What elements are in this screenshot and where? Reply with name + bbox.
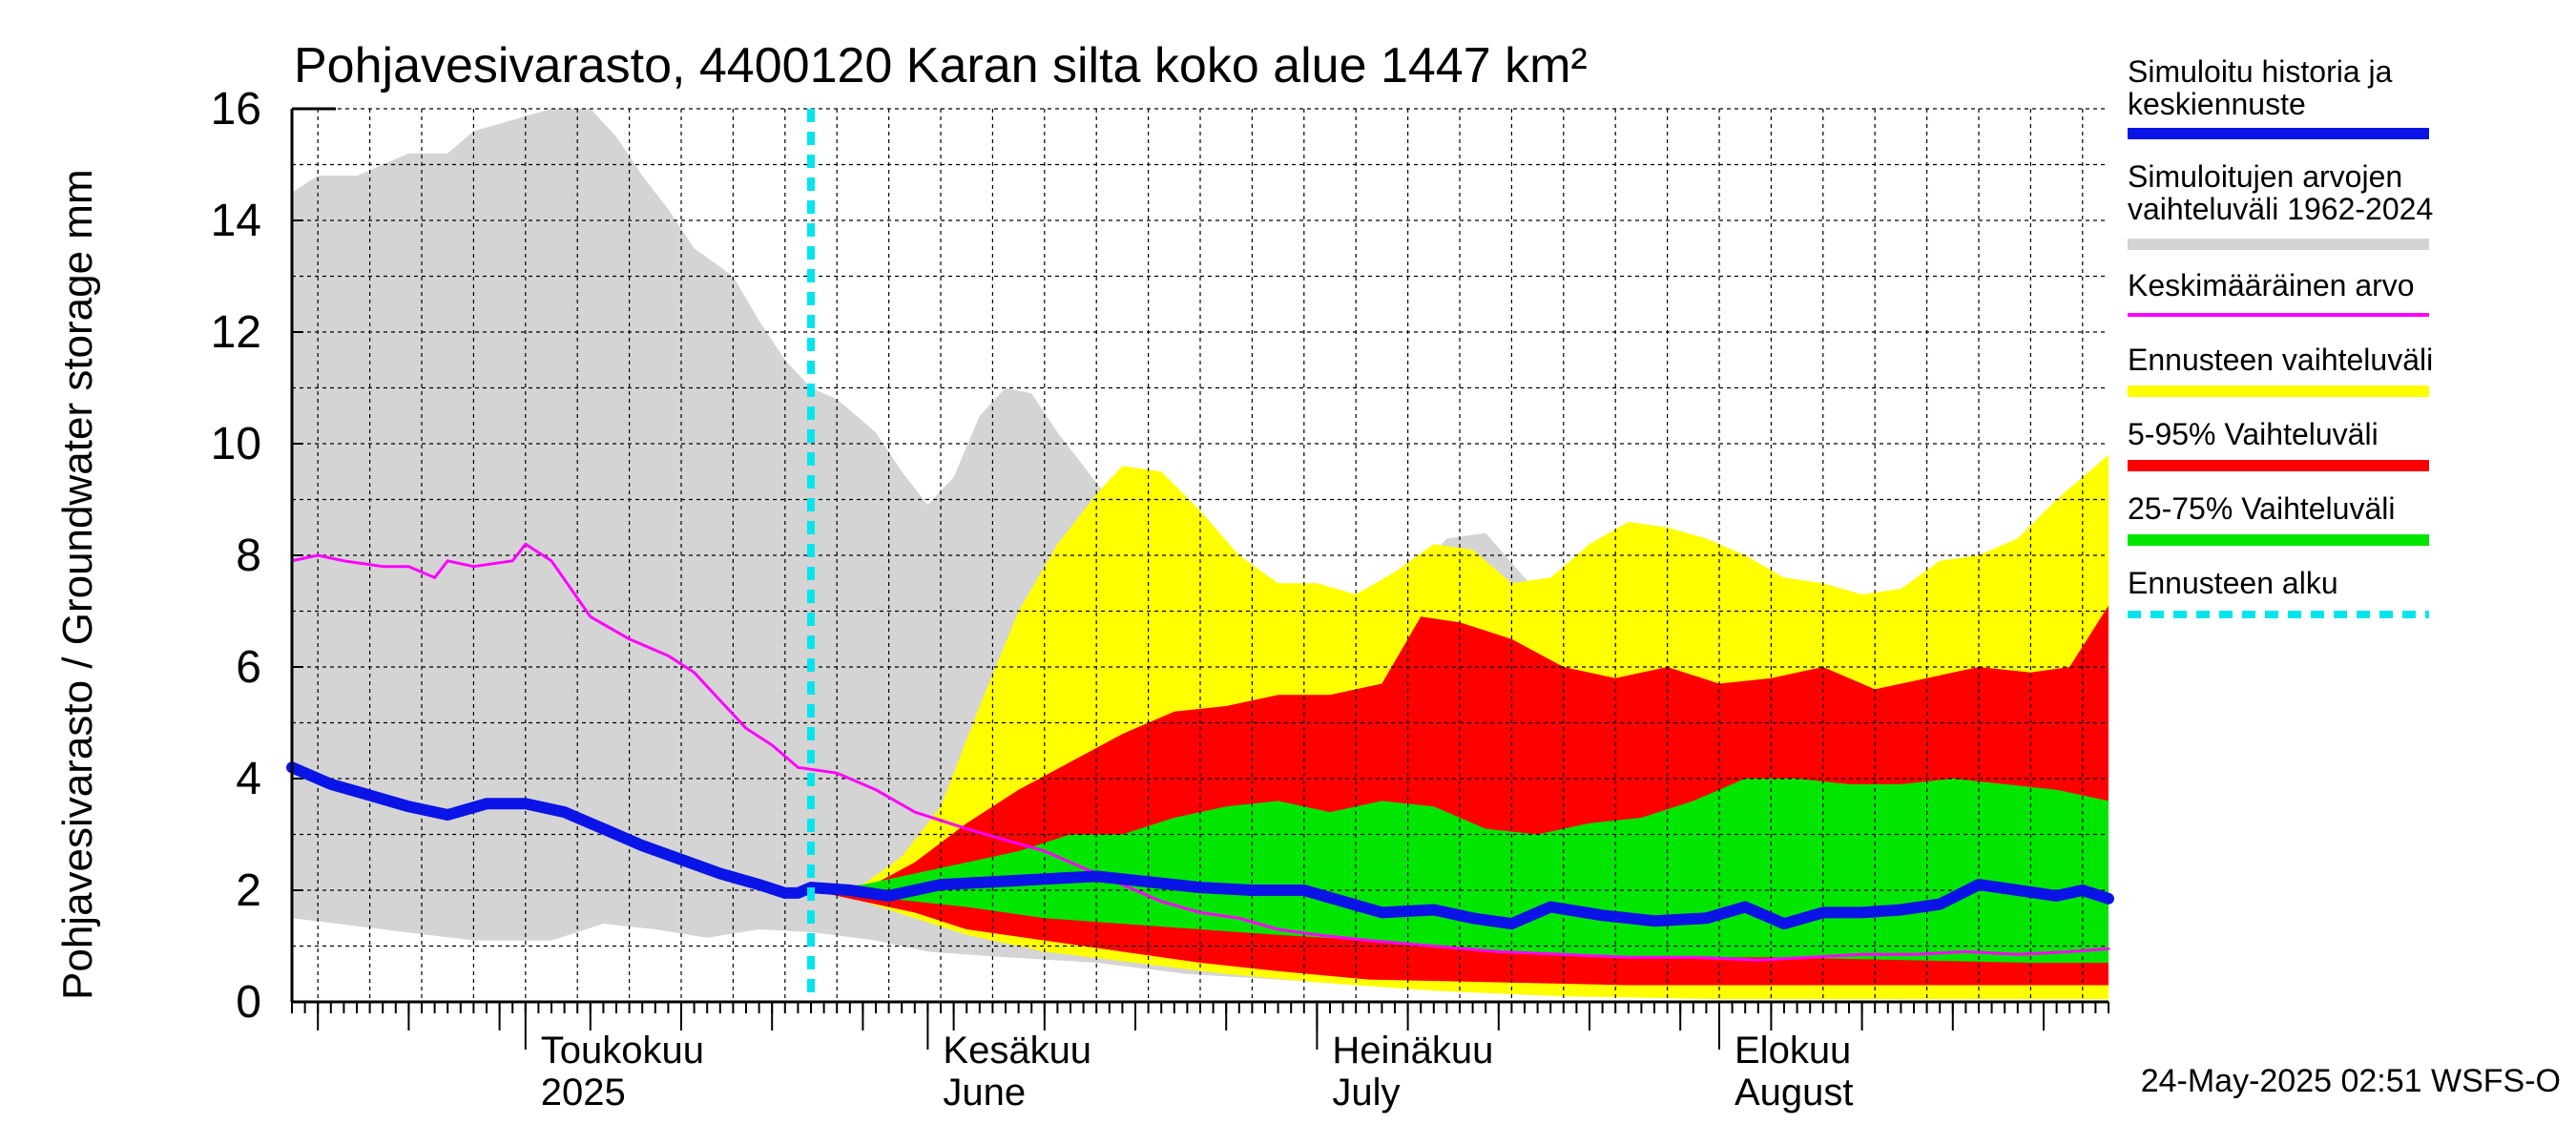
chart-title: Pohjavesivarasto, 4400120 Karan silta ko… xyxy=(294,38,1588,94)
legend-item: Simuloitujen arvojen vaihteluväli 1962-20… xyxy=(2128,159,2433,250)
x-month-label: Elokuu xyxy=(1735,1030,1851,1072)
legend-item: Ennusteen alku xyxy=(2128,566,2429,618)
legend-label: Ennusteen alku xyxy=(2128,566,2338,600)
y-tick-label: 6 xyxy=(236,642,261,693)
x-month-sublabel: June xyxy=(943,1072,1026,1114)
x-month-sublabel: August xyxy=(1735,1072,1854,1114)
legend-item: Simuloitu historia ja keskiennuste xyxy=(2128,54,2429,139)
p25-75-band xyxy=(811,779,2109,963)
x-month-label: Kesäkuu xyxy=(943,1030,1091,1072)
x-month-sublabel: July xyxy=(1332,1072,1400,1114)
x-month-label: Heinäkuu xyxy=(1332,1030,1493,1072)
y-tick-label: 0 xyxy=(236,977,261,1028)
legend-label: 25-75% Vaihteluväli xyxy=(2128,491,2395,526)
footer-timestamp: 24-May-2025 02:51 WSFS-O xyxy=(2141,1063,2561,1099)
x-month-label: Toukokuu xyxy=(541,1030,704,1072)
legend-item: 25-75% Vaihteluväli xyxy=(2128,491,2429,546)
legend-label: Ennusteen vaihteluväli xyxy=(2128,343,2433,377)
y-tick-label: 16 xyxy=(211,84,261,135)
legend: Simuloitu historia ja keskiennuste Simuloi… xyxy=(2128,54,2433,618)
legend-label: Keskimääräinen arvo xyxy=(2128,268,2415,302)
mean-line xyxy=(290,542,2110,962)
y-tick-label: 12 xyxy=(211,307,261,358)
y-axis-label: Pohjavesivarasto / Groundwater storage m… xyxy=(54,169,101,1000)
legend-label: Simuloitujen arvojen vaihteluväli 1962-20… xyxy=(2128,159,2433,226)
y-tick-label: 14 xyxy=(211,196,261,246)
legend-item: 5-95% Vaihteluväli xyxy=(2128,417,2429,471)
legend-label: Simuloitu historia ja keskiennuste xyxy=(2128,54,2393,121)
legend-item: Keskimääräinen arvo xyxy=(2128,268,2429,317)
y-tick-label: 8 xyxy=(236,531,261,581)
x-month-sublabel: 2025 xyxy=(541,1072,626,1114)
y-tick-label: 4 xyxy=(236,754,261,804)
legend-label: 5-95% Vaihteluväli xyxy=(2128,417,2379,451)
y-tick-label: 10 xyxy=(211,419,261,469)
y-tick-label: 2 xyxy=(236,865,261,916)
median-line xyxy=(286,761,2114,930)
legend-item: Ennusteen vaihteluväli xyxy=(2128,343,2433,397)
